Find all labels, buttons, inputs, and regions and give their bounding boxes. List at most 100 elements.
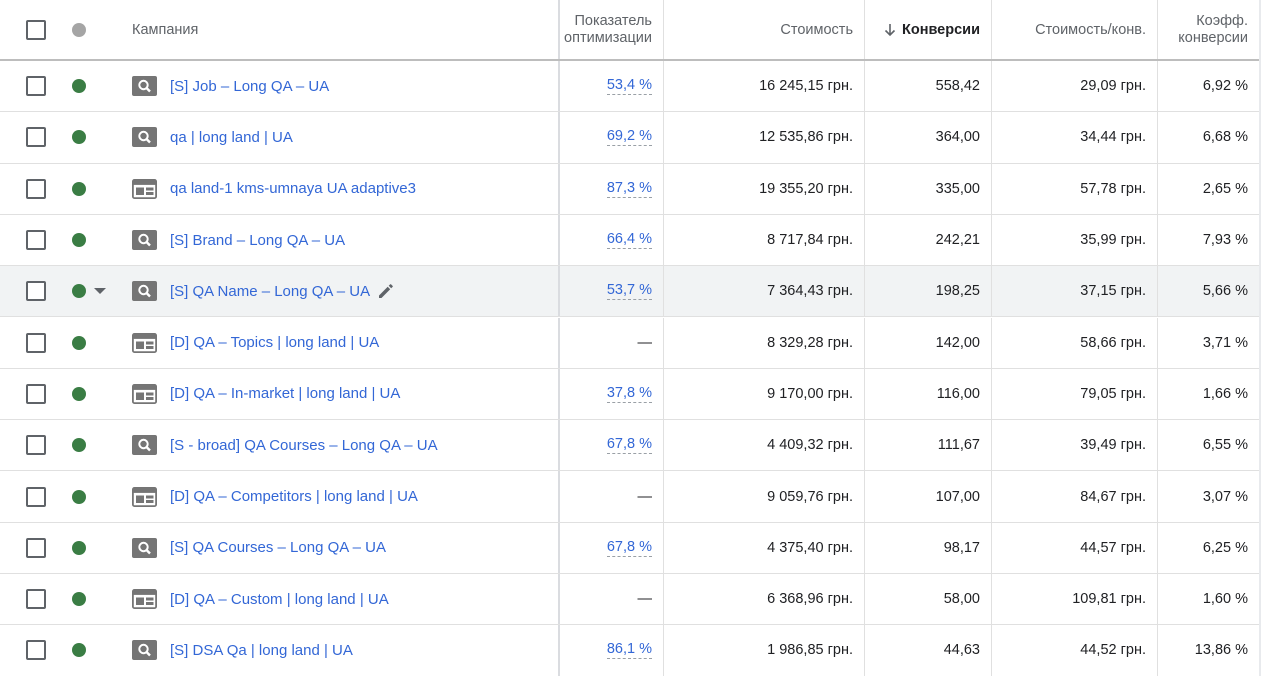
status-enabled-icon[interactable]	[72, 592, 86, 607]
optimization-score-value[interactable]: 86,1 %	[606, 641, 652, 660]
campaign-name-link[interactable]: [D] QA – Custom | long land | UA	[170, 590, 389, 608]
optimization-score-value[interactable]: 67,8 %	[606, 436, 652, 455]
status-enabled-icon[interactable]	[72, 438, 86, 453]
campaign-name-link[interactable]: qa | long land | UA	[170, 128, 293, 146]
conv-rate-cell: 6,25 %	[1157, 522, 1259, 573]
status-enabled-icon[interactable]	[72, 233, 86, 248]
status-cell[interactable]	[72, 369, 119, 419]
table-row[interactable]: [S] Job – Long QA – UA 53,4 % 16 245,15 …	[0, 61, 1259, 113]
cost-value: 4 375,40 грн.	[767, 539, 853, 556]
status-cell[interactable]	[72, 625, 119, 675]
table-row[interactable]: [D] QA – Topics | long land | UA — 8 329…	[0, 317, 1259, 369]
campaign-name-link[interactable]: [S - broad] QA Courses – Long QA – UA	[170, 436, 438, 454]
conv-rate-header[interactable]: Коэфф. конверсии	[1157, 0, 1259, 59]
table-row[interactable]: [S - broad] QA Courses – Long QA – UA 67…	[0, 420, 1259, 472]
row-checkbox[interactable]	[26, 537, 46, 558]
status-cell[interactable]	[72, 471, 119, 521]
cost-value: 12 535,86 грн.	[759, 129, 853, 146]
cost-per-conv-cell: 37,15 грн.	[991, 266, 1157, 317]
cost-cell: 4 409,32 грн.	[663, 420, 864, 471]
cost-per-conv-value: 37,15 грн.	[1080, 283, 1146, 300]
cost-per-conv-value: 34,44 грн.	[1080, 129, 1146, 146]
row-checkbox[interactable]	[26, 383, 46, 404]
select-all-checkbox[interactable]	[26, 19, 46, 40]
campaign-name-link[interactable]: [S] Job – Long QA – UA	[170, 77, 330, 95]
table-header: Кампания Показатель оптимизации Стоимост…	[0, 0, 1259, 61]
conversions-header[interactable]: Конверсии	[864, 0, 991, 59]
cost-cell: 1 986,85 грн.	[663, 625, 864, 676]
conversions-cell: 242,21	[864, 214, 991, 266]
table-row[interactable]: [D] QA – Custom | long land | UA — 6 368…	[0, 574, 1259, 626]
campaign-cell: qa land-1 kms-umnaya UA adaptive3	[119, 164, 558, 214]
status-cell[interactable]	[72, 164, 119, 214]
status-header[interactable]	[72, 0, 119, 59]
optimization-score-value[interactable]: 66,4 %	[606, 231, 652, 250]
status-enabled-icon[interactable]	[72, 643, 86, 658]
row-checkbox[interactable]	[26, 127, 46, 148]
conv-rate-value: 7,93 %	[1202, 232, 1248, 249]
status-filter-icon[interactable]	[72, 22, 86, 37]
status-enabled-icon[interactable]	[72, 386, 86, 401]
row-checkbox[interactable]	[26, 178, 46, 199]
campaign-header[interactable]: Кампания	[119, 0, 558, 59]
conv-rate-value: 3,71 %	[1202, 334, 1248, 351]
status-cell[interactable]	[72, 266, 119, 316]
status-enabled-icon[interactable]	[72, 335, 86, 350]
campaign-name-link[interactable]: qa land-1 kms-umnaya UA adaptive3	[170, 180, 416, 198]
optimization-score-value[interactable]: 67,8 %	[606, 538, 652, 557]
optimization-score-value[interactable]: 53,7 %	[606, 282, 652, 301]
row-checkbox[interactable]	[26, 435, 46, 456]
cost-header[interactable]: Стоимость	[663, 0, 864, 59]
cost-per-conv-value: 44,52 грн.	[1080, 642, 1146, 659]
campaign-name-link[interactable]: [D] QA – Topics | long land | UA	[170, 334, 380, 352]
cost-per-conv-value: 84,67 грн.	[1080, 488, 1146, 505]
campaign-name-link[interactable]: [S] QA Name – Long QA – UA	[170, 282, 371, 300]
status-enabled-icon[interactable]	[72, 540, 86, 555]
status-cell[interactable]	[72, 215, 119, 265]
row-checkbox[interactable]	[26, 281, 46, 302]
status-enabled-icon[interactable]	[72, 79, 86, 94]
table-row[interactable]: [D] QA – In-market | long land | UA 37,8…	[0, 368, 1259, 421]
row-checkbox[interactable]	[26, 589, 46, 610]
status-cell[interactable]	[72, 523, 119, 573]
row-select-cell	[0, 369, 72, 419]
status-cell[interactable]	[72, 318, 119, 368]
optimization-score-value[interactable]: 37,8 %	[606, 384, 652, 403]
status-cell[interactable]	[72, 61, 119, 111]
status-enabled-icon[interactable]	[72, 489, 86, 504]
table-row[interactable]: [D] QA – Competitors | long land | UA — …	[0, 471, 1259, 523]
row-checkbox[interactable]	[26, 640, 46, 661]
status-cell[interactable]	[72, 112, 119, 162]
row-checkbox[interactable]	[26, 76, 46, 97]
table-row[interactable]: qa | long land | UA 69,2 % 12 535,86 грн…	[0, 112, 1259, 164]
campaign-name-link[interactable]: [S] QA Courses – Long QA – UA	[170, 539, 386, 557]
table-row[interactable]: [S] DSA Qa | long land | UA 86,1 % 1 986…	[0, 625, 1259, 676]
campaign-cell: [S] DSA Qa | long land | UA	[119, 625, 558, 675]
optimization-score-value[interactable]: 69,2 %	[606, 128, 652, 147]
status-dropdown-icon[interactable]	[94, 288, 106, 295]
row-checkbox[interactable]	[26, 230, 46, 251]
status-enabled-icon[interactable]	[72, 284, 86, 299]
row-checkbox[interactable]	[26, 486, 46, 507]
table-row[interactable]: qa land-1 kms-umnaya UA adaptive3 87,3 %…	[0, 163, 1259, 215]
cost-header-label: Стоимость	[780, 21, 853, 38]
status-enabled-icon[interactable]	[72, 181, 86, 196]
campaign-name-link[interactable]: [D] QA – Competitors | long land | UA	[170, 488, 418, 506]
campaign-name-link[interactable]: [D] QA – In-market | long land | UA	[170, 385, 401, 403]
status-cell[interactable]	[72, 574, 119, 624]
table-row[interactable]: [S] QA Courses – Long QA – UA 67,8 % 4 3…	[0, 522, 1259, 574]
row-checkbox[interactable]	[26, 332, 46, 353]
status-cell[interactable]	[72, 420, 119, 470]
optimization-header[interactable]: Показатель оптимизации	[558, 0, 663, 59]
optimization-score-value[interactable]: 53,4 %	[606, 77, 652, 96]
cost-per-conv-cell: 109,81 грн.	[991, 574, 1157, 625]
edit-pencil-icon[interactable]	[377, 282, 395, 300]
table-row[interactable]: [S] QA Name – Long QA – UA 53,7 % 7 364,…	[0, 266, 1259, 318]
campaign-name-link[interactable]: [S] DSA Qa | long land | UA	[170, 641, 353, 659]
optimization-score-value[interactable]: 87,3 %	[606, 179, 652, 198]
cost-per-conv-header[interactable]: Стоимость/конв.	[991, 0, 1157, 59]
table-row[interactable]: [S] Brand – Long QA – UA 66,4 % 8 717,84…	[0, 214, 1259, 267]
status-enabled-icon[interactable]	[72, 130, 86, 145]
campaign-cell: [S - broad] QA Courses – Long QA – UA	[119, 420, 558, 470]
campaign-name-link[interactable]: [S] Brand – Long QA – UA	[170, 231, 346, 249]
